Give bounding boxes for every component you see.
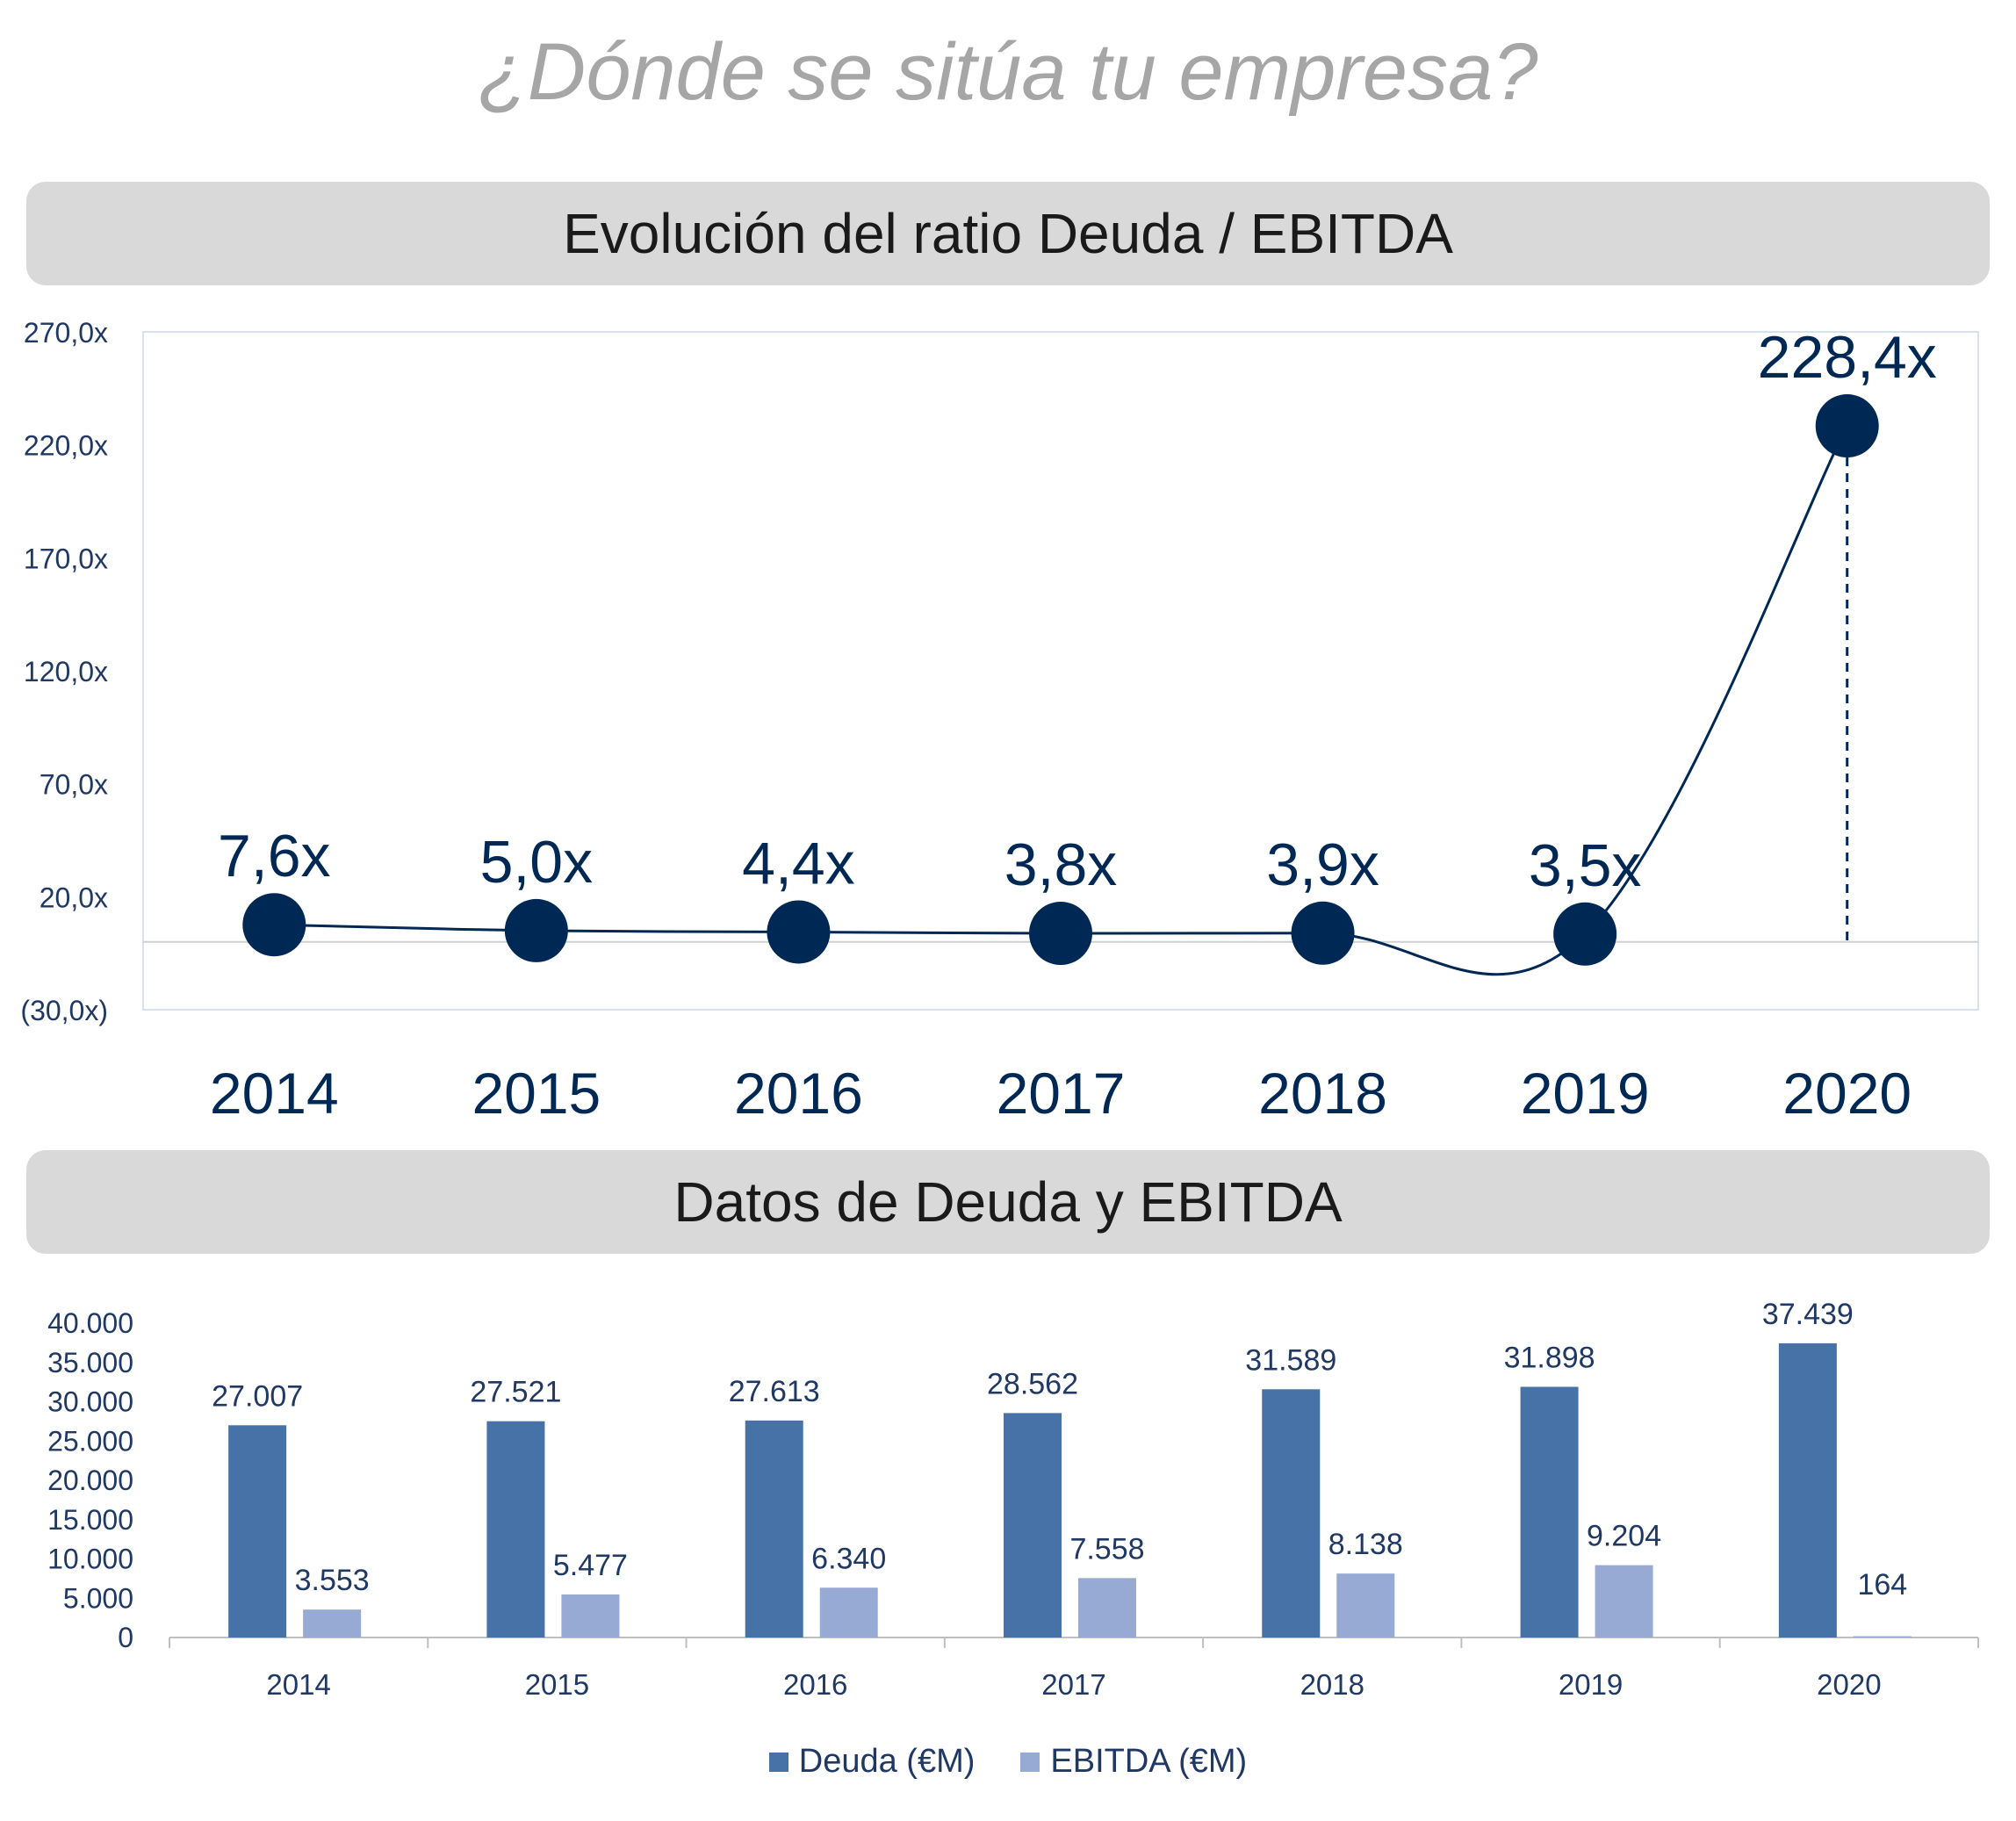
legend-item-ebitda: EBITDA (€M) [1020,1743,1247,1781]
bar-deuda-2015 [486,1421,545,1637]
y-tick-label: 170,0x [24,543,108,574]
data-point-2020 [1815,394,1879,458]
bar-value-label: 28.562 [987,1367,1078,1400]
bar-value-label: 31.589 [1245,1343,1336,1377]
bar-deuda-2018 [1262,1389,1321,1637]
bar-deuda-2016 [745,1420,803,1637]
bar-ebitda-2018 [1336,1573,1395,1637]
y-tick-label: 20,0x [40,882,108,913]
bar-value-label: 31.898 [1504,1342,1595,1375]
x-tick-label: 2018 [1300,1668,1364,1701]
bar-deuda-2019 [1520,1386,1579,1637]
bar-value-label: 27.613 [729,1375,820,1408]
y-tick-label: (30,0x) [20,995,108,1026]
data-label-2020: 228,4x [1758,324,1937,391]
x-tick-label: 2015 [525,1668,589,1701]
bar-ebitda-2014 [303,1609,362,1637]
bar-ebitda-2016 [819,1587,878,1637]
legend-label-ebitda: EBITDA (€M) [1050,1743,1248,1780]
x-tick-label: 2014 [210,1061,339,1126]
x-tick-label: 2019 [1521,1061,1650,1126]
legend-label-deuda: Deuda (€M) [798,1743,976,1780]
y-tick-label: 30.000 [47,1386,133,1418]
x-tick-label: 2016 [734,1061,863,1126]
x-tick-label: 2014 [266,1668,330,1701]
bar-value-label: 164 [1857,1568,1907,1601]
ratio-line-chart: (30,0x) 20,0x 70,0x 120,0x 170,0x 220,0x 270,0… [20,317,1979,1126]
data-label-2014: 7,6x [218,823,331,889]
bar-deuda-2014 [228,1425,287,1637]
y-tick-label: 40.000 [47,1307,133,1339]
legend-swatch-ebitda [1020,1752,1040,1772]
data-label-2016: 4,4x [742,830,855,896]
data-label-2015: 5,0x [480,829,594,896]
data-point-2018 [1291,901,1355,965]
y-tick-label: 270,0x [24,317,108,349]
data-point-2017 [1029,902,1092,966]
y-tick-label: 15.000 [47,1504,133,1536]
bar-ebitda-2019 [1595,1565,1653,1637]
bar-value-label: 27.521 [470,1376,561,1409]
bar-ebitda-2015 [561,1594,620,1637]
bar-chart-title: Datos de Deuda y EBITDA [26,1150,1990,1254]
x-tick-label: 2019 [1559,1668,1623,1701]
data-point-2014 [242,893,306,957]
legend-swatch-deuda [768,1752,788,1772]
bar-ebitda-2017 [1078,1578,1136,1637]
legend-item-deuda: Deuda (€M) [768,1743,976,1781]
line-chart-title: Evolución del ratio Deuda / EBITDA [26,182,1990,285]
y-tick-label: 20.000 [47,1465,133,1496]
y-tick-label: 25.000 [47,1425,133,1457]
y-tick-label: 10.000 [47,1544,133,1575]
y-tick-label: 120,0x [24,656,108,687]
plot-area-border [142,331,1979,1011]
bar-value-label: 9.204 [1587,1520,1661,1553]
data-label-2018: 3,9x [1266,831,1379,898]
data-point-2015 [504,898,568,962]
data-point-2016 [767,900,831,964]
bar-value-label: 8.138 [1328,1528,1403,1561]
bar-value-label: 5.477 [553,1549,628,1582]
y-tick-label: 0 [118,1622,133,1653]
data-point-2019 [1553,902,1617,966]
page-title: ¿Dónde se sitúa tu empresa? [478,27,1538,117]
x-tick-label: 2018 [1258,1061,1387,1126]
y-tick-label: 70,0x [40,769,108,801]
bar-value-label: 37.439 [1762,1298,1854,1331]
x-tick-label: 2020 [1782,1061,1912,1126]
bar-deuda-2020 [1778,1342,1837,1637]
bar-value-label: 3.553 [295,1564,370,1597]
y-tick-label: 5.000 [63,1582,133,1614]
x-tick-label: 2017 [997,1061,1126,1126]
data-label-2019: 3,5x [1529,832,1642,899]
bar-value-label: 7.558 [1069,1532,1144,1565]
x-tick-label: 2015 [472,1061,601,1126]
y-tick-label: 35.000 [47,1347,133,1378]
x-tick-label: 2020 [1817,1668,1881,1701]
bar-deuda-2017 [1004,1413,1062,1637]
bar-value-label: 27.007 [212,1379,303,1413]
bar-chart-legend: Deuda (€M) EBITDA (€M) [0,1743,2016,1781]
x-tick-label: 2016 [783,1668,847,1701]
y-tick-label: 220,0x [24,430,108,462]
bar-value-label: 6.340 [811,1542,886,1575]
x-tick-label: 2017 [1041,1668,1105,1701]
data-label-2017: 3,8x [1004,831,1118,898]
